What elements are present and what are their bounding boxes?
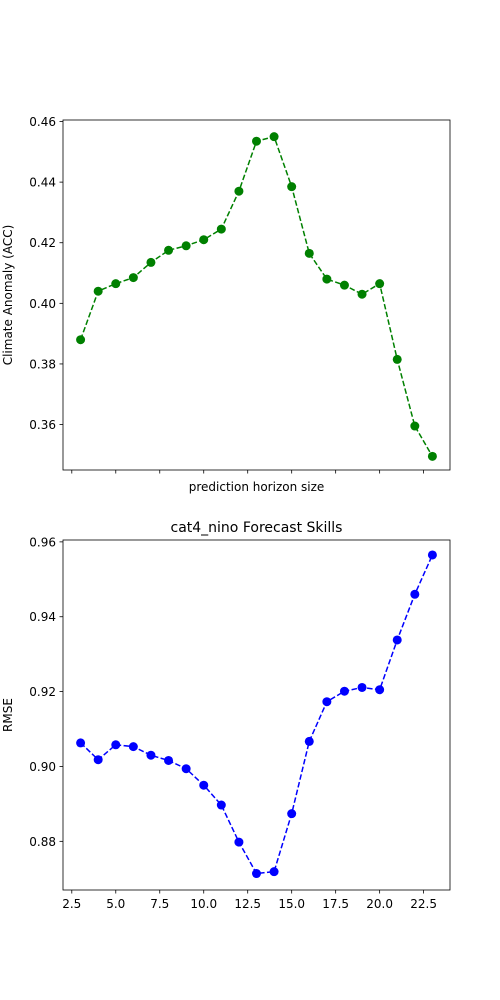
rmse-y-tick-label: 0.90 <box>29 760 56 774</box>
acc-y-tick-label: 0.36 <box>29 418 56 432</box>
acc-data-point <box>322 274 332 284</box>
rmse-data-point <box>410 589 420 599</box>
rmse-x-tick-label: 10.0 <box>190 897 217 911</box>
rmse-data-point <box>128 742 138 752</box>
rmse-y-tick-label: 0.96 <box>29 535 56 549</box>
rmse-y-axis-label: RMSE <box>1 698 15 732</box>
acc-panel: 0.36 0.38 0.40 0.42 0.44 0.46 prediction horiz… <box>1 115 451 494</box>
acc-data-point <box>93 286 103 296</box>
rmse-x-tick-label: 17.5 <box>322 897 349 911</box>
rmse-series-line <box>80 554 434 875</box>
acc-data-point <box>427 451 437 461</box>
rmse-x-tick-label: 20.0 <box>366 897 393 911</box>
acc-data-point <box>216 224 226 234</box>
rmse-data-point <box>427 550 437 560</box>
rmse-data-point <box>234 837 244 847</box>
rmse-data-point <box>181 764 191 774</box>
acc-y-tick-label: 0.42 <box>29 236 56 250</box>
acc-data-point <box>252 136 261 146</box>
rmse-data-point <box>339 686 349 696</box>
acc-data-point <box>375 279 385 289</box>
acc-data-point <box>304 248 314 258</box>
acc-x-axis-label: prediction horizon size <box>189 480 325 494</box>
acc-y-tick-label: 0.44 <box>29 176 56 190</box>
acc-data-point <box>392 354 402 364</box>
acc-data-point <box>357 289 367 299</box>
acc-y-tick-label: 0.40 <box>29 297 56 311</box>
acc-data-point <box>111 279 121 289</box>
acc-y-axis-label: Climate Anomaly (ACC) <box>1 225 15 366</box>
rmse-x-tick-label: 22.5 <box>410 897 437 911</box>
rmse-data-point <box>357 682 367 692</box>
rmse-chart-title: cat4_nino Forecast Skills <box>171 520 343 536</box>
rmse-x-tick-label: 5.0 <box>106 897 125 911</box>
rmse-y-tick-label: 0.94 <box>29 610 56 624</box>
rmse-x-tick-label: 2.5 <box>62 897 81 911</box>
acc-axes-frame <box>62 119 451 471</box>
rmse-x-tick-label: 15.0 <box>278 897 305 911</box>
rmse-data-point <box>93 755 103 765</box>
rmse-y-tick-label: 0.92 <box>29 685 56 699</box>
rmse-panel: 2.5 5.0 7.5 10.0 12.5 15.0 17.5 20.0 22.5 0.88 0.9… <box>1 520 451 911</box>
acc-data-point <box>128 273 138 283</box>
acc-data-point <box>181 241 191 251</box>
rmse-data-point <box>111 740 121 750</box>
rmse-data-point <box>252 869 261 879</box>
acc-series-line <box>79 135 434 457</box>
rmse-data-point <box>375 685 385 695</box>
rmse-data-point <box>287 809 297 819</box>
rmse-x-tick-label: 12.5 <box>234 897 261 911</box>
rmse-data-point <box>164 755 174 765</box>
rmse-axes-frame <box>62 539 451 891</box>
acc-data-point <box>164 245 174 255</box>
rmse-data-point <box>146 750 156 760</box>
acc-y-tick-label: 0.46 <box>29 115 56 129</box>
rmse-data-point <box>216 800 226 810</box>
rmse-x-tick-label: 7.5 <box>150 897 169 911</box>
acc-data-point <box>269 132 279 142</box>
acc-data-point <box>410 421 420 431</box>
rmse-data-point <box>76 738 86 748</box>
acc-data-point <box>76 335 86 345</box>
acc-y-tick-label: 0.38 <box>29 357 56 371</box>
rmse-data-point <box>392 635 402 645</box>
acc-data-point <box>339 280 349 290</box>
rmse-data-point <box>322 697 332 707</box>
rmse-y-tick-label: 0.88 <box>29 835 56 849</box>
acc-data-point <box>146 257 156 267</box>
acc-data-point <box>234 186 244 196</box>
acc-data-point <box>287 182 297 192</box>
acc-data-point <box>199 235 209 245</box>
rmse-data-point <box>304 736 314 746</box>
rmse-data-point <box>269 867 279 877</box>
rmse-data-point <box>199 780 209 790</box>
